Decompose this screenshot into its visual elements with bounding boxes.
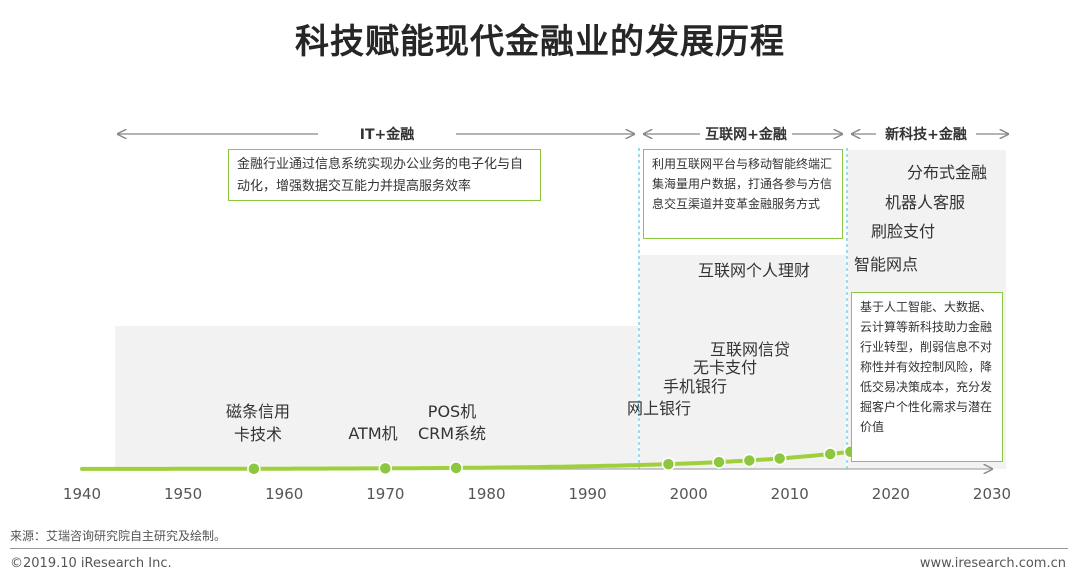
page-title: 科技赋能现代金融业的发展历程 — [295, 22, 785, 62]
description-box-internet: 利用互联网平台与移动智能终端汇集海量用户数据，打通各参与方信息交互渠道并变革金融… — [643, 149, 843, 239]
milestone-label: 互联网信贷 — [710, 340, 790, 359]
copyright: ©2019.10 iResearch Inc. — [10, 556, 172, 571]
description-box-it: 金融行业通过信息系统实现办公业务的电子化与自动化，增强数据交互能力并提高服务效率 — [228, 149, 541, 201]
x-tick-label: 2010 — [771, 485, 809, 503]
milestone-point — [661, 457, 676, 471]
milestone-point — [742, 453, 757, 468]
milestone-point — [823, 447, 837, 461]
x-tick-label: 2030 — [973, 485, 1011, 503]
milestone-label: 智能网点 — [854, 255, 918, 274]
milestone-label: 网上银行 — [627, 399, 691, 418]
x-tick-label: 1970 — [366, 485, 404, 503]
milestone-point — [247, 461, 261, 476]
milestone-label: POS机 CRM系统 — [418, 402, 486, 443]
website-url: www.iresearch.com.cn — [919, 556, 1066, 571]
x-tick-label: 1940 — [63, 485, 101, 503]
x-tick-label: 1960 — [265, 485, 303, 503]
milestone-point — [449, 461, 463, 475]
milestone-label: ATM机 — [348, 424, 397, 443]
milestone-label: 机器人客服 — [885, 193, 965, 212]
x-tick-label: 1950 — [164, 485, 202, 503]
milestone-label: 刷脸支付 — [871, 222, 935, 241]
milestone-label: 手机银行 — [663, 377, 727, 396]
era-label-internet: 互联网+金融 — [705, 126, 787, 143]
x-tick-label: 2000 — [670, 485, 708, 503]
era-shade-internet — [640, 255, 846, 469]
x-tick-label: 1990 — [568, 485, 606, 503]
milestone-point — [772, 451, 787, 466]
milestone-label: 互联网个人理财 — [698, 261, 810, 280]
era-label-it: IT+金融 — [360, 126, 415, 143]
milestone-label: 无卡支付 — [693, 358, 757, 377]
era-label-newtech: 新科技+金融 — [885, 126, 967, 143]
milestone-point — [378, 461, 393, 476]
source-note: 来源：艾瑞咨询研究院自主研究及绘制。 — [10, 529, 227, 543]
x-tick-label: 1980 — [467, 485, 505, 503]
milestone-label: 磁条信用卡技术 — [226, 402, 290, 444]
era-shade-it — [115, 326, 638, 469]
milestone-label: 分布式金融 — [907, 163, 987, 182]
description-box-newtech: 基于人工智能、大数据、云计算等新科技助力金融行业转型，削弱信息不对称性并有效控制… — [851, 292, 1003, 462]
milestone-point — [712, 455, 726, 469]
footer-divider — [10, 548, 1068, 549]
x-tick-label: 2020 — [872, 485, 910, 503]
growth-curve — [80, 443, 898, 471]
